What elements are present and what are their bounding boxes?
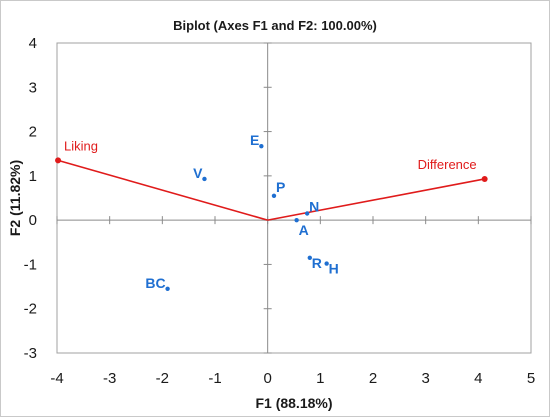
- x-tick-label: 4: [474, 370, 482, 387]
- observation-point: [202, 176, 207, 182]
- x-tick-label: -4: [50, 370, 63, 387]
- chart-title: Biplot (Axes F1 and F2: 100.00%): [173, 18, 377, 33]
- variable-label: Liking: [64, 138, 98, 153]
- observation-label: E: [250, 132, 259, 148]
- x-tick-label: 1: [316, 370, 324, 387]
- variable-label: Difference: [418, 157, 477, 172]
- y-axis-title: F2 (11.82%): [7, 160, 23, 236]
- y-tick-label: -3: [24, 345, 37, 362]
- observation-label: BC: [145, 275, 165, 291]
- x-tick-label: -1: [208, 370, 221, 387]
- observation-label: A: [299, 222, 309, 238]
- observation-point: [259, 143, 264, 149]
- y-tick-label: 1: [29, 168, 37, 185]
- observation-point: [294, 217, 299, 223]
- observation-point: [324, 261, 329, 266]
- observation-point: [165, 286, 170, 291]
- y-tick-label: 3: [29, 79, 37, 96]
- observation-point: [304, 211, 310, 216]
- axes-layer: [57, 43, 531, 353]
- y-tick-label: 0: [29, 212, 37, 229]
- y-tick-label: -1: [24, 256, 37, 273]
- ticks-layer: -4 -3 -2 -1 0 1 2 3 4 5 -3 -2 -1 0 1 2 3 4: [24, 35, 536, 387]
- x-tick-label: 0: [263, 370, 271, 387]
- observation-points: E V P NA R H BC: [145, 132, 339, 291]
- observation-label: N: [309, 199, 319, 215]
- observation-label: H: [329, 261, 339, 277]
- variable-vector-point: [481, 175, 488, 182]
- y-tick-label: 2: [29, 124, 37, 141]
- x-tick-label: 2: [369, 370, 377, 387]
- observation-label: P: [276, 179, 285, 195]
- x-tick-label: 5: [527, 370, 535, 387]
- y-tick-label: -2: [24, 301, 37, 318]
- variable-vector-line: [267, 178, 485, 221]
- observation-label: V: [193, 165, 203, 181]
- x-tick-label: -3: [103, 370, 116, 387]
- observation-label: R: [312, 255, 322, 271]
- x-tick-label: 3: [421, 370, 429, 387]
- observation-point: [307, 255, 312, 260]
- observation-point: [271, 193, 277, 198]
- variable-vector-line: [57, 159, 268, 221]
- plot-area: [56, 42, 532, 354]
- y-tick-label: 4: [29, 35, 37, 52]
- x-tick-label: -2: [156, 370, 169, 387]
- variable-vector-point: [55, 157, 62, 164]
- x-axis-title: F1 (88.18%): [255, 395, 332, 411]
- variable-vectors: Liking Difference: [55, 138, 488, 221]
